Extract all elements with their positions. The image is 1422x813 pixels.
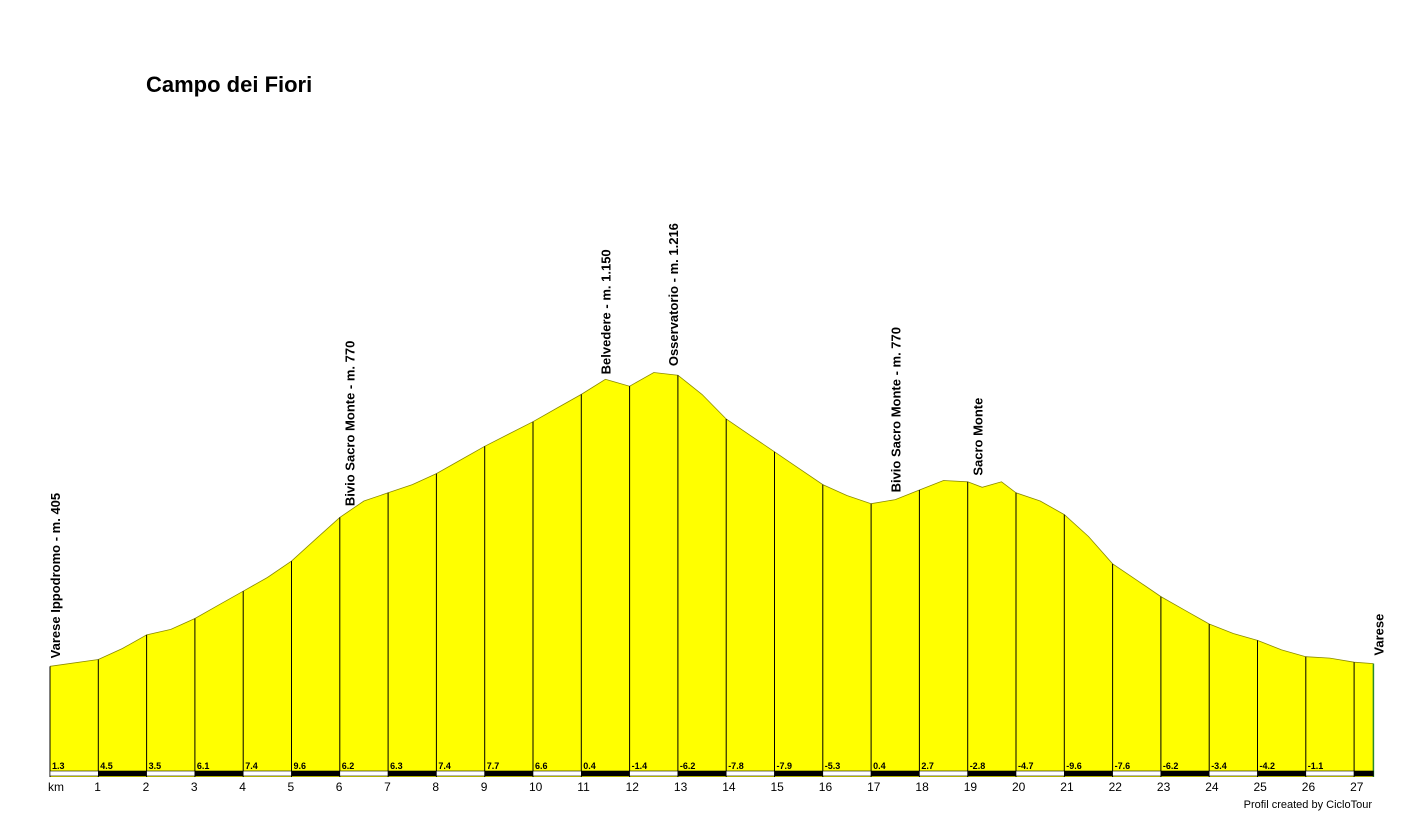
baseline-bar-12 [629, 770, 679, 777]
baseline-bar-24 [1208, 770, 1258, 777]
km-tick-label: 3 [191, 780, 198, 794]
baseline-bar-25 [1257, 770, 1307, 777]
baseline-bar-0 [49, 770, 99, 777]
km-tick-label: 9 [481, 780, 488, 794]
km-tick-label: 16 [819, 780, 833, 794]
gradient-label: -6.2 [680, 761, 696, 771]
baseline-bar-7 [387, 770, 437, 777]
km-tick-label: 1 [94, 780, 101, 794]
km-tick-label: 13 [674, 780, 688, 794]
baseline-bar-9 [484, 770, 534, 777]
gradient-label: -7.6 [1115, 761, 1131, 771]
baseline-bar-16 [822, 770, 872, 777]
km-tick-label: 25 [1254, 780, 1268, 794]
km-tick-label: 18 [915, 780, 929, 794]
gradient-label: 7.7 [487, 761, 500, 771]
gradient-label: 9.6 [294, 761, 307, 771]
baseline-bar-27 [1353, 770, 1374, 777]
km-tick-label: 12 [626, 780, 640, 794]
km-tick-label: 2 [143, 780, 150, 794]
km-tick-label: 6 [336, 780, 343, 794]
gradient-label: 7.4 [245, 761, 258, 771]
km-tick-label: 21 [1060, 780, 1074, 794]
waypoint-label: Varese [1371, 614, 1386, 656]
gradient-label: -4.7 [1018, 761, 1034, 771]
baseline-bar-5 [291, 770, 341, 777]
gradient-label: 6.2 [342, 761, 355, 771]
baseline-bar-20 [1015, 770, 1065, 777]
baseline-bar-21 [1064, 770, 1113, 777]
baseline-bar-2 [146, 770, 196, 777]
gradient-label: 0.4 [583, 761, 596, 771]
elevation-area [50, 372, 1374, 777]
km-tick-label: 19 [964, 780, 978, 794]
km-tick-label: 8 [432, 780, 439, 794]
gradient-label: -7.9 [777, 761, 793, 771]
gradient-label: 2.7 [921, 761, 934, 771]
baseline-bar-22 [1112, 770, 1162, 777]
baseline-bar-13 [677, 770, 727, 777]
baseline-bar-4 [242, 770, 292, 777]
km-tick-label: 7 [384, 780, 391, 794]
km-tick-label: 22 [1109, 780, 1123, 794]
gradient-label: 0.4 [873, 761, 886, 771]
gradient-label: -1.1 [1308, 761, 1324, 771]
baseline-bar-23 [1160, 770, 1210, 777]
gradient-label: 7.4 [438, 761, 451, 771]
chart-title: Campo dei Fiori [146, 72, 313, 97]
credit-text: Profil created by CicloTour [1243, 799, 1372, 811]
baseline-bar-14 [725, 770, 775, 777]
gradient-label: -5.3 [825, 761, 841, 771]
gradient-label: 4.5 [100, 761, 113, 771]
baseline-bar-8 [436, 770, 485, 777]
km-tick-label: 10 [529, 780, 543, 794]
waypoint-label: Osservatorio - m. 1.216 [666, 223, 681, 366]
gradient-label: -9.6 [1066, 761, 1082, 771]
gradient-label: -1.4 [632, 761, 648, 771]
gradient-label: 3.5 [149, 761, 162, 771]
baseline-bar-11 [580, 770, 630, 777]
waypoint-label: Belvedere - m. 1.150 [599, 249, 614, 374]
km-tick-label: 11 [577, 780, 590, 794]
baseline-bar-18 [919, 770, 969, 777]
gradient-label: -4.2 [1260, 761, 1276, 771]
gradient-label: 6.6 [535, 761, 548, 771]
km-tick-label: km [48, 780, 64, 794]
km-tick-label: 20 [1012, 780, 1026, 794]
km-tick-label: 24 [1205, 780, 1219, 794]
baseline-bar-3 [194, 770, 244, 777]
waypoint-label: Bivio Sacro Monte - m. 770 [343, 341, 358, 506]
gradient-label: -6.2 [1163, 761, 1179, 771]
km-tick-label: 15 [771, 780, 785, 794]
km-tick-label: 17 [867, 780, 881, 794]
km-tick-label: 23 [1157, 780, 1171, 794]
waypoint-label: Bivio Sacro Monte - m. 770 [888, 327, 903, 492]
baseline-bar-17 [870, 770, 920, 777]
km-tick-label: 5 [288, 780, 295, 794]
gradient-label: 1.3 [52, 761, 65, 771]
waypoint-label: Sacro Monte [971, 398, 986, 476]
km-tick-label: 27 [1350, 780, 1364, 794]
baseline-bar-26 [1305, 770, 1355, 777]
gradient-label: -7.8 [728, 761, 744, 771]
baseline-bar-10 [532, 770, 582, 777]
km-tick-label: 4 [239, 780, 246, 794]
baseline-bar-1 [98, 770, 147, 777]
baseline-bar-6 [339, 770, 389, 777]
gradient-label: 6.1 [197, 761, 210, 771]
baseline-bar-15 [774, 770, 824, 777]
waypoint-label: Varese Ippodromo - m. 405 [48, 493, 63, 658]
km-tick-label: 14 [722, 780, 736, 794]
gradient-label: -3.4 [1211, 761, 1227, 771]
km-tick-label: 26 [1302, 780, 1316, 794]
elevation-outline [49, 372, 1374, 667]
gradient-label: -2.8 [970, 761, 986, 771]
gradient-label: 6.3 [390, 761, 403, 771]
baseline-bar-19 [967, 770, 1017, 777]
